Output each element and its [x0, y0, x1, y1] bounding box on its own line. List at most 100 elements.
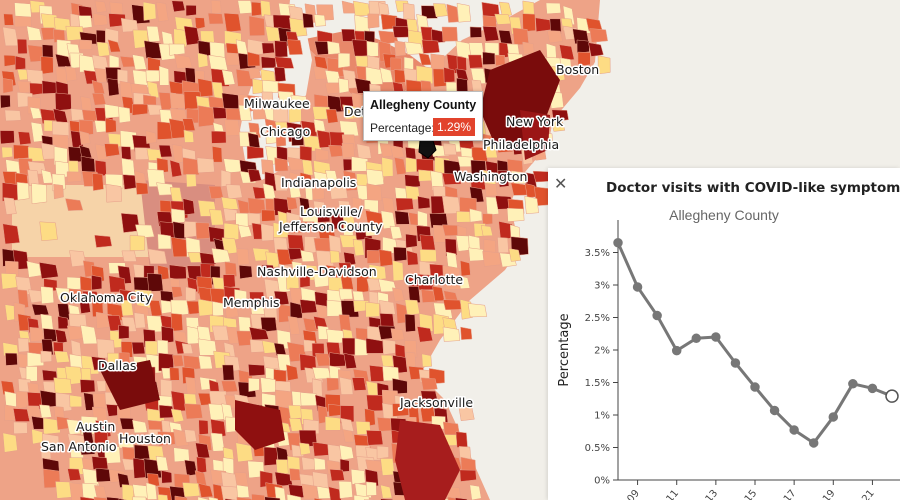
county-cell[interactable]: [53, 108, 68, 125]
county-cell[interactable]: [313, 14, 327, 27]
county-cell[interactable]: [160, 378, 173, 399]
county-cell[interactable]: [182, 198, 195, 216]
county-cell[interactable]: [224, 261, 238, 279]
county-cell[interactable]: [234, 471, 249, 489]
county-cell[interactable]: [299, 272, 311, 288]
county-cell[interactable]: [351, 156, 369, 172]
county-cell[interactable]: [183, 129, 195, 143]
county-cell[interactable]: [26, 405, 42, 419]
county-cell[interactable]: [145, 130, 157, 144]
county-cell[interactable]: [3, 13, 14, 26]
county-cell[interactable]: [430, 53, 445, 70]
county-cell[interactable]: [545, 2, 562, 15]
county-cell[interactable]: [132, 54, 147, 71]
county-cell[interactable]: [467, 303, 488, 318]
county-cell[interactable]: [39, 221, 58, 241]
county-cell[interactable]: [147, 248, 168, 265]
county-cell[interactable]: [79, 130, 91, 145]
county-cell[interactable]: [0, 130, 15, 145]
county-cell[interactable]: [354, 337, 368, 356]
county-cell[interactable]: [443, 273, 462, 290]
county-cell[interactable]: [78, 15, 93, 29]
county-cell[interactable]: [3, 54, 16, 67]
county-cell[interactable]: [236, 496, 254, 500]
county-cell[interactable]: [170, 313, 184, 332]
county-cell[interactable]: [417, 195, 431, 210]
county-cell[interactable]: [12, 408, 30, 422]
county-cell[interactable]: [494, 13, 512, 25]
county-cell[interactable]: [380, 458, 395, 476]
county-cell[interactable]: [260, 223, 276, 242]
county-cell[interactable]: [289, 301, 303, 319]
county-cell[interactable]: [343, 251, 357, 266]
county-cell[interactable]: [220, 485, 240, 500]
county-cell[interactable]: [223, 222, 239, 242]
county-cell[interactable]: [169, 92, 187, 109]
county-cell[interactable]: [274, 486, 286, 500]
county-cell[interactable]: [194, 17, 206, 30]
county-cell[interactable]: [366, 183, 382, 202]
county-cell[interactable]: [484, 182, 498, 197]
county-cell[interactable]: [326, 377, 340, 392]
county-cell[interactable]: [394, 157, 407, 175]
county-cell[interactable]: [161, 326, 174, 344]
county-cell[interactable]: [395, 197, 414, 212]
county-cell[interactable]: [460, 260, 471, 277]
county-cell[interactable]: [522, 41, 535, 55]
county-cell[interactable]: [366, 430, 384, 446]
county-cell[interactable]: [288, 405, 303, 420]
county-cell[interactable]: [313, 118, 326, 133]
county-cell[interactable]: [212, 106, 228, 119]
county-cell[interactable]: [419, 249, 437, 262]
county-cell[interactable]: [421, 353, 432, 368]
county-cell[interactable]: [42, 433, 60, 452]
county-cell[interactable]: [325, 109, 339, 124]
county-cell[interactable]: [236, 484, 250, 498]
county-cell[interactable]: [2, 432, 18, 453]
county-cell[interactable]: [589, 28, 608, 43]
county-cell[interactable]: [275, 130, 287, 147]
county-cell[interactable]: [212, 301, 224, 317]
county-cell[interactable]: [338, 288, 354, 300]
county-cell[interactable]: [158, 404, 174, 419]
county-cell[interactable]: [392, 287, 405, 303]
county-cell[interactable]: [441, 26, 458, 42]
county-cell[interactable]: [468, 247, 485, 262]
county-cell[interactable]: [286, 493, 302, 500]
county-cell[interactable]: [247, 38, 265, 56]
county-cell[interactable]: [405, 233, 418, 249]
county-cell[interactable]: [317, 207, 331, 223]
county-cell[interactable]: [196, 157, 215, 174]
county-cell[interactable]: [551, 109, 569, 122]
county-cell[interactable]: [469, 208, 483, 223]
county-cell[interactable]: [54, 92, 72, 111]
county-cell[interactable]: [506, 207, 525, 222]
county-cell[interactable]: [356, 143, 372, 160]
county-cell[interactable]: [299, 299, 318, 314]
county-cell[interactable]: [43, 417, 61, 435]
county-cell[interactable]: [157, 494, 169, 500]
county-cell[interactable]: [238, 104, 252, 121]
county-cell[interactable]: [329, 250, 341, 264]
county-cell[interactable]: [223, 158, 243, 174]
county-cell[interactable]: [181, 343, 194, 354]
county-cell[interactable]: [390, 328, 405, 341]
county-cell[interactable]: [161, 470, 173, 484]
county-cell[interactable]: [2, 223, 20, 245]
county-cell[interactable]: [339, 376, 354, 395]
county-cell[interactable]: [13, 421, 28, 434]
county-cell[interactable]: [13, 144, 30, 160]
county-cell[interactable]: [315, 250, 335, 268]
county-cell[interactable]: [120, 146, 132, 161]
county-cell[interactable]: [237, 225, 253, 239]
county-cell[interactable]: [40, 446, 52, 460]
county-cell[interactable]: [341, 142, 355, 159]
county-cell[interactable]: [57, 316, 69, 329]
county-cell[interactable]: [366, 40, 379, 58]
county-cell[interactable]: [328, 234, 342, 254]
county-cell[interactable]: [329, 185, 349, 200]
county-cell[interactable]: [274, 157, 289, 172]
county-cell[interactable]: [118, 106, 131, 124]
county-cell[interactable]: [53, 377, 73, 394]
county-cell[interactable]: [381, 156, 394, 178]
